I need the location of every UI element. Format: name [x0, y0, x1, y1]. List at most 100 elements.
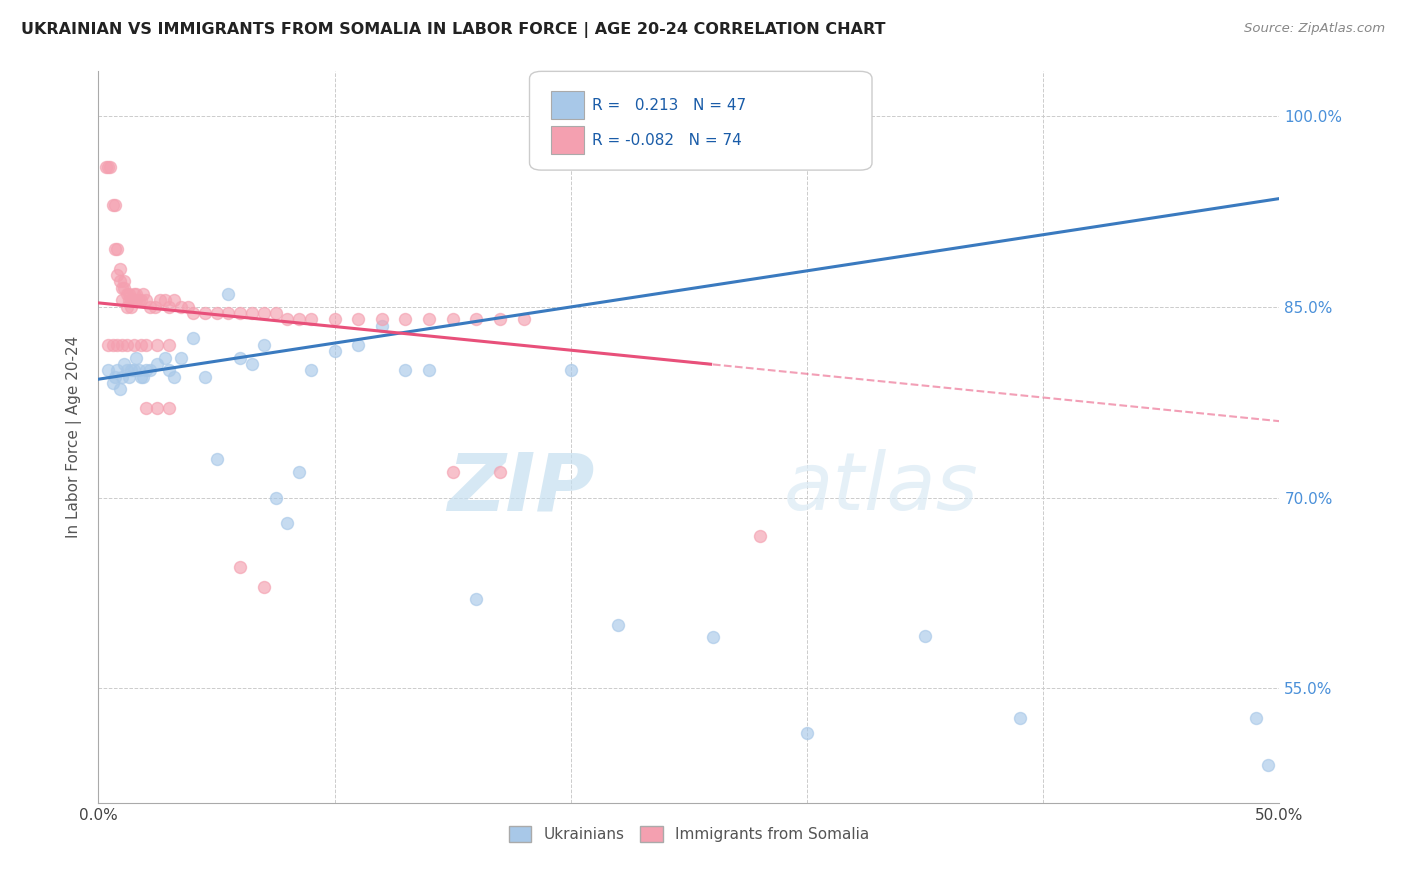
Point: [122, 293, 145, 308]
Point: [98, 160, 121, 174]
Point: [118, 369, 141, 384]
Point: [181, 331, 204, 345]
Point: [105, 338, 128, 352]
Point: [97, 338, 120, 352]
Point: [97, 363, 120, 377]
Point: [111, 369, 134, 384]
Point: [101, 376, 124, 390]
Point: [194, 306, 217, 320]
Point: [253, 338, 276, 352]
Point: [253, 580, 276, 594]
Point: [418, 312, 440, 326]
Point: [115, 287, 138, 301]
Point: [489, 312, 512, 326]
Point: [105, 268, 128, 282]
Point: [139, 363, 162, 377]
Text: atlas: atlas: [783, 450, 979, 527]
Point: [108, 274, 131, 288]
Point: [108, 261, 131, 276]
Point: [418, 363, 440, 377]
Point: [914, 629, 936, 643]
Point: [288, 312, 311, 326]
FancyBboxPatch shape: [551, 91, 583, 119]
Point: [441, 312, 464, 326]
FancyBboxPatch shape: [551, 126, 583, 154]
Point: [181, 306, 204, 320]
Point: [118, 293, 141, 308]
Point: [217, 287, 239, 301]
Point: [125, 287, 148, 301]
Point: [253, 306, 276, 320]
Point: [128, 363, 150, 377]
Point: [128, 293, 150, 308]
Point: [177, 300, 200, 314]
Point: [465, 592, 488, 607]
FancyBboxPatch shape: [530, 71, 872, 170]
Point: [149, 293, 172, 308]
Point: [143, 300, 166, 314]
Point: [135, 338, 157, 352]
Point: [702, 631, 724, 645]
Point: [276, 312, 298, 326]
Point: [371, 318, 394, 333]
Point: [108, 383, 131, 397]
Point: [146, 401, 169, 416]
Point: [394, 363, 416, 377]
Point: [441, 465, 464, 479]
Point: [323, 312, 346, 326]
Point: [101, 198, 124, 212]
Point: [157, 300, 180, 314]
Point: [796, 726, 818, 740]
Text: R =   0.213   N = 47: R = 0.213 N = 47: [592, 97, 747, 112]
Point: [112, 280, 135, 294]
Point: [157, 363, 180, 377]
Point: [105, 363, 128, 377]
Text: UKRAINIAN VS IMMIGRANTS FROM SOMALIA IN LABOR FORCE | AGE 20-24 CORRELATION CHAR: UKRAINIAN VS IMMIGRANTS FROM SOMALIA IN …: [21, 22, 886, 38]
Y-axis label: In Labor Force | Age 20-24: In Labor Force | Age 20-24: [66, 336, 83, 538]
Point: [111, 280, 134, 294]
Point: [512, 312, 534, 326]
Point: [205, 306, 228, 320]
Point: [347, 312, 370, 326]
Point: [122, 287, 145, 301]
Text: Source: ZipAtlas.com: Source: ZipAtlas.com: [1244, 22, 1385, 36]
Point: [139, 300, 162, 314]
Point: [111, 293, 134, 308]
Point: [264, 306, 287, 320]
Point: [129, 338, 152, 352]
Text: R = -0.082   N = 74: R = -0.082 N = 74: [592, 133, 742, 147]
Point: [132, 287, 155, 301]
Point: [105, 243, 128, 257]
Point: [115, 338, 138, 352]
Point: [194, 369, 217, 384]
Point: [135, 363, 157, 377]
Point: [104, 243, 127, 257]
Point: [104, 369, 127, 384]
Point: [101, 338, 124, 352]
Point: [240, 357, 263, 371]
Point: [205, 452, 228, 467]
Point: [112, 357, 135, 371]
Point: [115, 363, 138, 377]
Text: ZIP: ZIP: [447, 450, 595, 527]
Point: [748, 529, 770, 543]
Point: [163, 293, 186, 308]
Point: [299, 312, 322, 326]
Point: [229, 560, 252, 574]
Point: [135, 293, 157, 308]
Point: [104, 198, 127, 212]
Point: [217, 306, 239, 320]
Legend: Ukrainians, Immigrants from Somalia: Ukrainians, Immigrants from Somalia: [501, 819, 877, 850]
Point: [97, 160, 120, 174]
Point: [135, 401, 157, 416]
Point: [118, 287, 141, 301]
Point: [115, 300, 138, 314]
Point: [607, 617, 630, 632]
Point: [111, 338, 134, 352]
Point: [1257, 757, 1279, 772]
Point: [229, 351, 252, 365]
Point: [489, 465, 512, 479]
Point: [371, 312, 394, 326]
Point: [112, 274, 135, 288]
Point: [122, 363, 145, 377]
